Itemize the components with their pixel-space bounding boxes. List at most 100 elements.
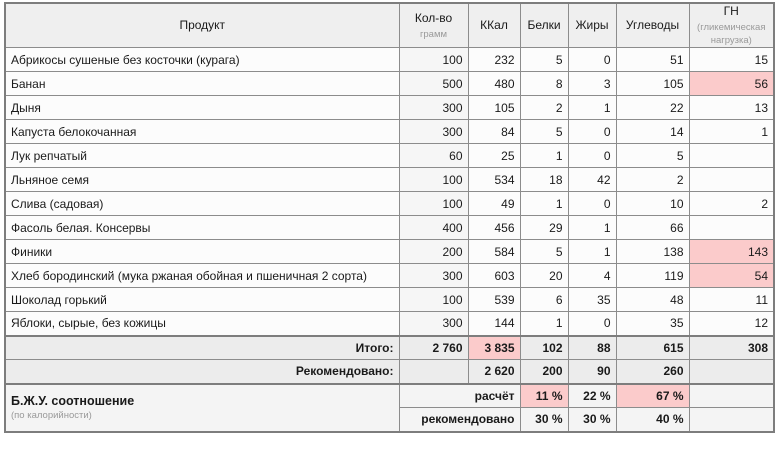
cell-fat: 0: [567, 119, 617, 144]
cell-fat: 0: [567, 47, 617, 72]
cell-glycemic-load: 12: [688, 311, 775, 336]
cell-quantity: 300: [398, 95, 469, 120]
table-row: Фасоль белая. Консервы 400 456 29 1 66: [4, 215, 775, 240]
cell-glycemic-load: 11: [688, 287, 775, 312]
cell-quantity: 100: [398, 47, 469, 72]
total-fat: 88: [567, 334, 617, 360]
cell-quantity: 400: [398, 215, 469, 240]
cell-glycemic-load: 1: [688, 119, 775, 144]
cell-glycemic-load: 15: [688, 47, 775, 72]
table-body: Абрикосы сушеные без косточки (курага) 10…: [4, 47, 775, 432]
cell-kcal: 534: [467, 167, 521, 192]
cell-fat: 1: [567, 215, 617, 240]
cell-glycemic-load: 56: [688, 71, 775, 96]
column-header-protein: Белки: [519, 2, 569, 48]
cell-protein: 18: [519, 167, 569, 192]
recommended-carbs: 260: [615, 359, 690, 384]
column-header-carbs: Углеводы: [615, 2, 690, 48]
column-header-fat-label: Жиры: [575, 18, 609, 32]
cell-protein: 5: [519, 47, 569, 72]
cell-carbs: 10: [615, 191, 690, 216]
total-row: Итого: 2 760 3 835 102 88 615 308: [4, 334, 775, 360]
table-row: Дыня 300 105 2 1 22 13: [4, 95, 775, 120]
table-row: Хлеб бородинский (мука ржаная обойная и …: [4, 263, 775, 288]
cell-kcal: 456: [467, 215, 521, 240]
cell-kcal: 49: [467, 191, 521, 216]
table-row: Лук репчатый 60 25 1 0 5: [4, 143, 775, 168]
cell-product-name: Фасоль белая. Консервы: [4, 215, 400, 240]
cell-product-name: Льняное семя: [4, 167, 400, 192]
table-row: Абрикосы сушеные без косточки (курага) 10…: [4, 47, 775, 72]
cell-glycemic-load: 2: [688, 191, 775, 216]
cell-quantity: 300: [398, 311, 469, 336]
cell-quantity: 200: [398, 239, 469, 264]
column-header-product: Продукт: [4, 2, 400, 48]
cell-glycemic-load: [688, 215, 775, 240]
cell-kcal: 84: [467, 119, 521, 144]
cell-kcal: 603: [467, 263, 521, 288]
cell-carbs: 48: [615, 287, 690, 312]
bju-recommended-glycemic-load: [688, 407, 775, 432]
cell-kcal: 480: [467, 71, 521, 96]
cell-product-name: Слива (садовая): [4, 191, 400, 216]
table-row: Льняное семя 100 534 18 42 2: [4, 167, 775, 192]
column-header-gl-label: ГН: [723, 4, 739, 18]
column-header-kcal: ККал: [467, 2, 521, 48]
recommended-glycemic-load: [688, 359, 775, 384]
cell-kcal: 105: [467, 95, 521, 120]
cell-glycemic-load: 143: [688, 239, 775, 264]
bju-recommended-row: рекомендовано 30 % 30 % 40 %: [5, 407, 775, 432]
bju-ratio-label: Б.Ж.У. соотношение (по калорийности): [4, 382, 400, 432]
cell-fat: 0: [567, 191, 617, 216]
cell-quantity: 300: [398, 119, 469, 144]
table-row: Капуста белокочанная 300 84 5 0 14 1: [4, 119, 775, 144]
cell-product-name: Дыня: [4, 95, 400, 120]
cell-glycemic-load: 13: [688, 95, 775, 120]
cell-carbs: 66: [615, 215, 690, 240]
bju-recommended-carbs: 40 %: [615, 407, 690, 432]
recommended-protein: 200: [519, 359, 569, 384]
bju-ratio-subtitle: (по калорийности): [11, 410, 92, 421]
bju-calculated-row: Б.Ж.У. соотношение (по калорийности) расчё…: [4, 382, 775, 432]
cell-carbs: 51: [615, 47, 690, 72]
cell-glycemic-load: 54: [688, 263, 775, 288]
cell-glycemic-load: [688, 143, 775, 168]
bju-ratio-title: Б.Ж.У. соотношение: [11, 394, 135, 408]
cell-product-name: Банан: [4, 71, 400, 96]
total-quantity: 2 760: [398, 334, 469, 360]
bju-calculated-glycemic-load: [688, 382, 775, 408]
cell-carbs: 2: [615, 167, 690, 192]
recommended-kcal: 2 620: [467, 359, 521, 384]
column-header-protein-label: Белки: [527, 18, 561, 32]
column-header-quantity: Кол-во грамм: [398, 2, 469, 48]
bju-calculated-protein: 11 %: [519, 382, 569, 408]
recommended-quantity: [398, 359, 469, 384]
table-row: Шоколад горький 100 539 6 35 48 11: [4, 287, 775, 312]
table-row: Яблоки, сырые, без кожицы 300 144 1 0 35 12: [4, 311, 775, 336]
table-header: Продукт Кол-во грамм ККал Белки Жиры Угл…: [4, 2, 775, 48]
column-header-quantity-unit: грамм: [419, 28, 448, 40]
table-row: Банан 500 480 8 3 105 56: [4, 71, 775, 96]
cell-kcal: 584: [467, 239, 521, 264]
header-row: Продукт Кол-во грамм ККал Белки Жиры Угл…: [4, 2, 775, 48]
cell-carbs: 5: [615, 143, 690, 168]
bju-recommended-mode-label: рекомендовано: [398, 407, 521, 432]
total-protein: 102: [519, 334, 569, 360]
cell-protein: 20: [519, 263, 569, 288]
cell-fat: 1: [567, 95, 617, 120]
cell-fat: 35: [567, 287, 617, 312]
total-glycemic-load: 308: [688, 334, 775, 360]
column-header-product-label: Продукт: [179, 18, 226, 32]
recommended-label: Рекомендовано:: [4, 359, 400, 384]
cell-quantity: 100: [398, 191, 469, 216]
cell-protein: 5: [519, 119, 569, 144]
cell-quantity: 300: [398, 263, 469, 288]
cell-protein: 2: [519, 95, 569, 120]
cell-protein: 1: [519, 191, 569, 216]
cell-kcal: 539: [467, 287, 521, 312]
cell-quantity: 500: [398, 71, 469, 96]
cell-product-name: Абрикосы сушеные без косточки (курага): [4, 47, 400, 72]
bju-calculated-carbs: 67 %: [615, 382, 690, 408]
column-header-glycemic-load: ГН (гликемическая нагрузка): [688, 2, 775, 48]
cell-glycemic-load: [688, 167, 775, 192]
